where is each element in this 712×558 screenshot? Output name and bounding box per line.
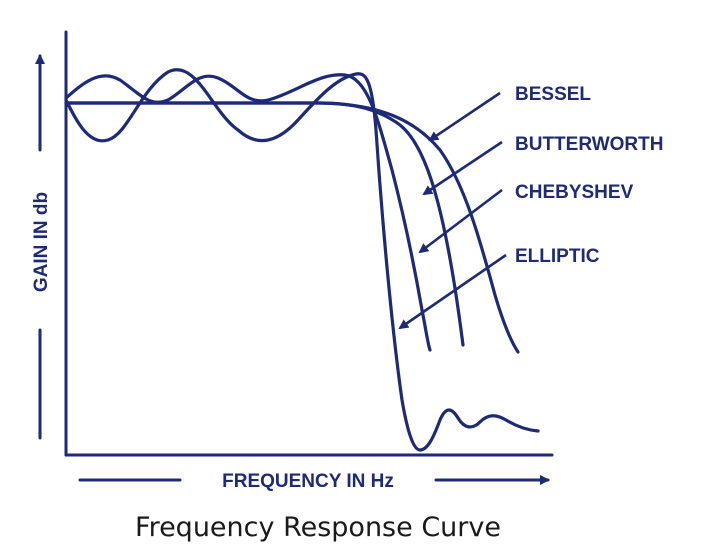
- chebyshev-pointer: [418, 188, 503, 254]
- elliptic-curve: [64, 68, 540, 452]
- bessel-pointer: [428, 91, 501, 142]
- bessel-curve: [64, 101, 520, 354]
- y-axis-label: GAIN IN db: [31, 192, 52, 292]
- figure-caption: Frequency Response Curve: [135, 512, 501, 543]
- chebyshev-label: CHEBYSHEV: [515, 182, 634, 203]
- butterworth-label: BUTTERWORTH: [515, 134, 663, 155]
- elliptic-label: ELLIPTIC: [515, 246, 600, 267]
- elliptic-pointer: [398, 253, 507, 330]
- bessel-label: BESSEL: [515, 84, 591, 105]
- x-axis-label: FREQUENCY IN Hz: [222, 471, 394, 492]
- butterworth-pointer: [422, 140, 503, 196]
- chebyshev-curve: [64, 73, 432, 352]
